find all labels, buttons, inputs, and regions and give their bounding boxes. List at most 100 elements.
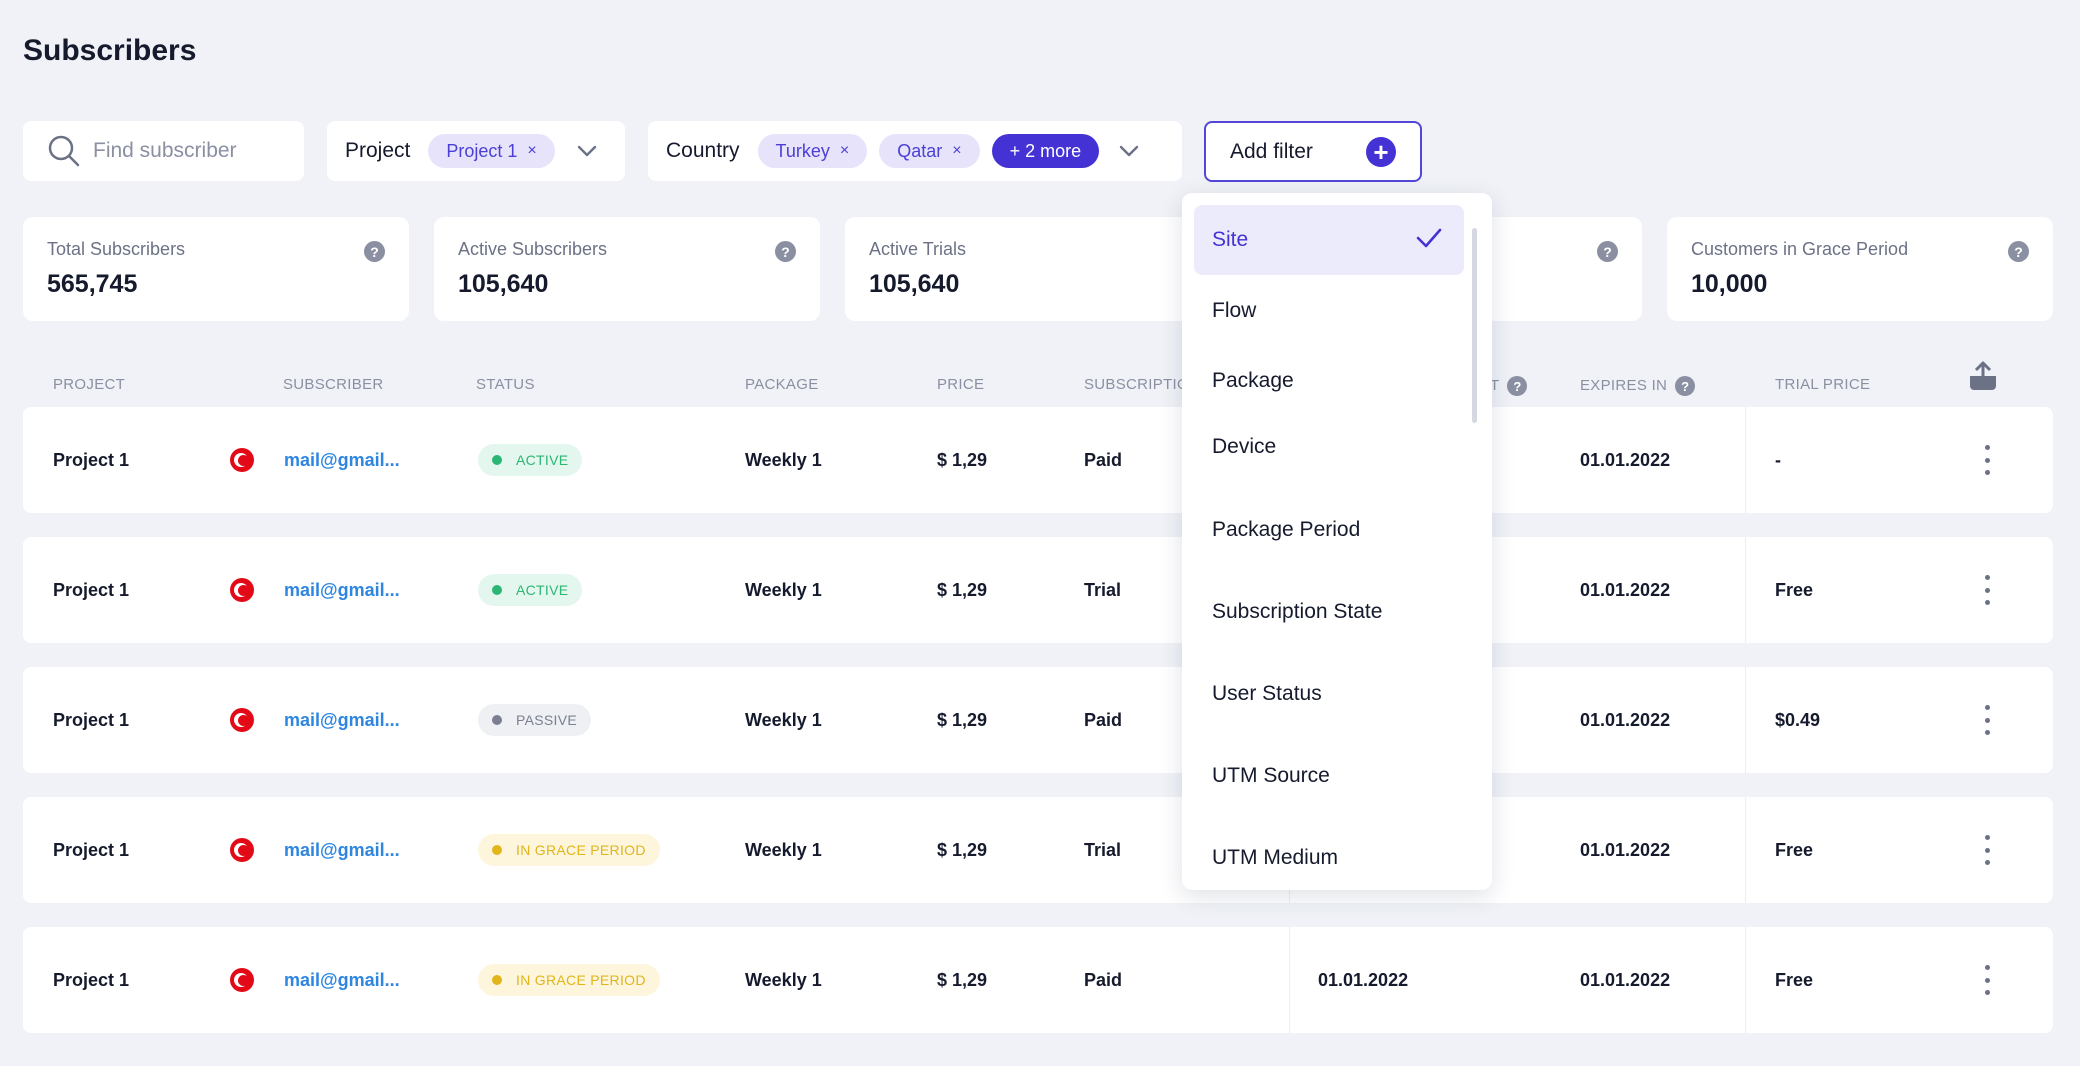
dropdown-item-site[interactable]: Site [1194, 205, 1464, 275]
dropdown-item-package[interactable]: Package [1194, 346, 1464, 416]
cell-subscriber-email[interactable]: mail@gmail... [284, 449, 400, 470]
table-row[interactable]: Project 1 mail@gmail... ACTIVE Weekly 1 $ 1,… [23, 407, 2053, 513]
project-filter[interactable]: Project Project 1 × [327, 121, 625, 181]
help-icon[interactable]: ? [1507, 376, 1528, 396]
help-icon[interactable]: ? [775, 241, 796, 262]
dropdown-item-subscription-state[interactable]: Subscription State [1194, 577, 1464, 647]
kebab-icon[interactable] [1983, 835, 1991, 865]
column-header-project[interactable]: PROJECT [53, 376, 126, 393]
table-row[interactable]: Project 1 mail@gmail... IN GRACE PERIOD Wee… [23, 927, 2053, 1033]
cell-trial-price: Free [1775, 969, 1814, 990]
row-actions[interactable] [1983, 927, 1991, 1033]
cell-country [230, 797, 254, 903]
dropdown-item-device[interactable]: Device [1194, 412, 1464, 482]
cell-expires: 01.01.2022 [1580, 579, 1671, 600]
cell-package: Weekly 1 [745, 709, 822, 730]
cell-subscription: Paid [1084, 709, 1123, 730]
chevron-down-icon[interactable] [575, 139, 599, 163]
page-title: Subscribers [23, 34, 197, 67]
dropdown-item-utm-source[interactable]: UTM Source [1194, 741, 1464, 811]
chevron-down-icon[interactable] [1117, 139, 1141, 163]
column-header-hidden[interactable]: T? [1490, 376, 1528, 396]
help-icon[interactable]: ? [1675, 376, 1696, 396]
cell-project: Project 1 [53, 709, 130, 730]
stat-card-grace-period: Customers in Grace Period 10,000 ? [1667, 217, 2053, 321]
cell-subscription: Paid [1084, 449, 1123, 470]
chip-label: Turkey [775, 140, 830, 161]
column-divider [1745, 667, 1746, 773]
cell-subscriber-email[interactable]: mail@gmail... [284, 579, 400, 600]
row-actions[interactable] [1983, 667, 1991, 773]
cell-subscription: Trial [1084, 839, 1122, 860]
cell-expires: 01.01.2022 [1580, 839, 1671, 860]
help-icon[interactable]: ? [364, 241, 385, 262]
country-filter[interactable]: Country Turkey × Qatar × + 2 more [648, 121, 1182, 181]
table-row[interactable]: Project 1 mail@gmail... IN GRACE PERIOD Wee… [23, 797, 2053, 903]
dropdown-item-label: User Status [1212, 682, 1322, 705]
stat-value: 10,000 [1691, 270, 1768, 298]
help-icon[interactable]: ? [2008, 241, 2029, 262]
stat-card-active-subscribers: Active Subscribers 105,640 ? [434, 217, 820, 321]
status-label: IN GRACE PERIOD [516, 972, 646, 988]
project-chip[interactable]: Project 1 × [428, 134, 555, 168]
close-icon[interactable]: × [527, 142, 537, 159]
table-row[interactable]: Project 1 mail@gmail... ACTIVE Weekly 1 $ 1,… [23, 537, 2053, 643]
cell-project: Project 1 [53, 579, 130, 600]
cell-package: Weekly 1 [745, 839, 822, 860]
column-divider [1745, 927, 1746, 1033]
add-filter-dropdown[interactable]: Site Flow Package Device Package Period … [1182, 193, 1492, 890]
column-header-expires-label: EXPIRES IN [1580, 376, 1668, 394]
table-row[interactable]: Project 1 mail@gmail... PASSIVE Weekly 1 $ 1… [23, 667, 2053, 773]
kebab-icon[interactable] [1983, 445, 1991, 475]
column-header-price[interactable]: PRICE [937, 376, 985, 393]
column-header-subscriber[interactable]: SUBSCRIBER [283, 376, 384, 393]
flag-icon [230, 968, 254, 992]
dropdown-item-utm-medium[interactable]: UTM Medium [1194, 823, 1464, 890]
cell-status: ACTIVE [478, 537, 583, 643]
stat-label: Customers in Grace Period [1691, 239, 1909, 259]
cell-price: $ 1,29 [937, 709, 988, 730]
kebab-icon[interactable] [1983, 575, 1991, 605]
cell-subscriber-email[interactable]: mail@gmail... [284, 969, 400, 990]
dropdown-item-label: UTM Source [1212, 764, 1330, 787]
add-filter-button[interactable]: Add filter + [1204, 121, 1422, 182]
close-icon[interactable]: × [952, 142, 962, 159]
column-header-status[interactable]: STATUS [476, 376, 535, 393]
search-box[interactable] [23, 121, 304, 181]
row-actions[interactable] [1983, 407, 1991, 513]
cell-package: Weekly 1 [745, 969, 822, 990]
kebab-icon[interactable] [1983, 705, 1991, 735]
column-header-subscription[interactable]: SUBSCRIPTIO [1084, 376, 1189, 393]
dropdown-item-flow[interactable]: Flow [1194, 276, 1464, 346]
cell-subscriber-email[interactable]: mail@gmail... [284, 839, 400, 860]
cell-package: Weekly 1 [745, 579, 822, 600]
export-icon[interactable] [1966, 360, 2000, 392]
cell-subscription: Paid [1084, 969, 1123, 990]
dropdown-item-label: Subscription State [1212, 600, 1383, 623]
search-input[interactable] [93, 139, 283, 163]
dropdown-scrollbar[interactable] [1472, 228, 1477, 423]
flag-icon [230, 838, 254, 862]
help-icon[interactable]: ? [1597, 241, 1618, 262]
cell-status: ACTIVE [478, 407, 583, 513]
dropdown-item-package-period[interactable]: Package Period [1194, 495, 1464, 565]
column-header-expires-in[interactable]: EXPIRES IN? [1580, 376, 1696, 396]
column-divider [1745, 537, 1746, 643]
cell-status: PASSIVE [478, 667, 591, 773]
more-chips-badge[interactable]: + 2 more [991, 134, 1100, 168]
project-filter-label: Project [345, 139, 411, 162]
dropdown-item-user-status[interactable]: User Status [1194, 659, 1464, 729]
close-icon[interactable]: × [839, 142, 850, 159]
flag-icon [230, 448, 254, 472]
row-actions[interactable] [1983, 537, 1991, 643]
country-chip[interactable]: Turkey × [757, 134, 868, 168]
row-actions[interactable] [1983, 797, 1991, 903]
column-header-trial-price[interactable]: TRIAL PRICE [1775, 376, 1871, 393]
kebab-icon[interactable] [1983, 965, 1991, 995]
country-chip[interactable]: Qatar × [879, 134, 980, 168]
cell-subscriber-email[interactable]: mail@gmail... [284, 709, 400, 730]
cell-trial-price: - [1775, 449, 1781, 470]
status-dot [492, 845, 502, 855]
add-filter-label: Add filter [1230, 139, 1313, 163]
column-header-package[interactable]: PACKAGE [745, 376, 819, 393]
